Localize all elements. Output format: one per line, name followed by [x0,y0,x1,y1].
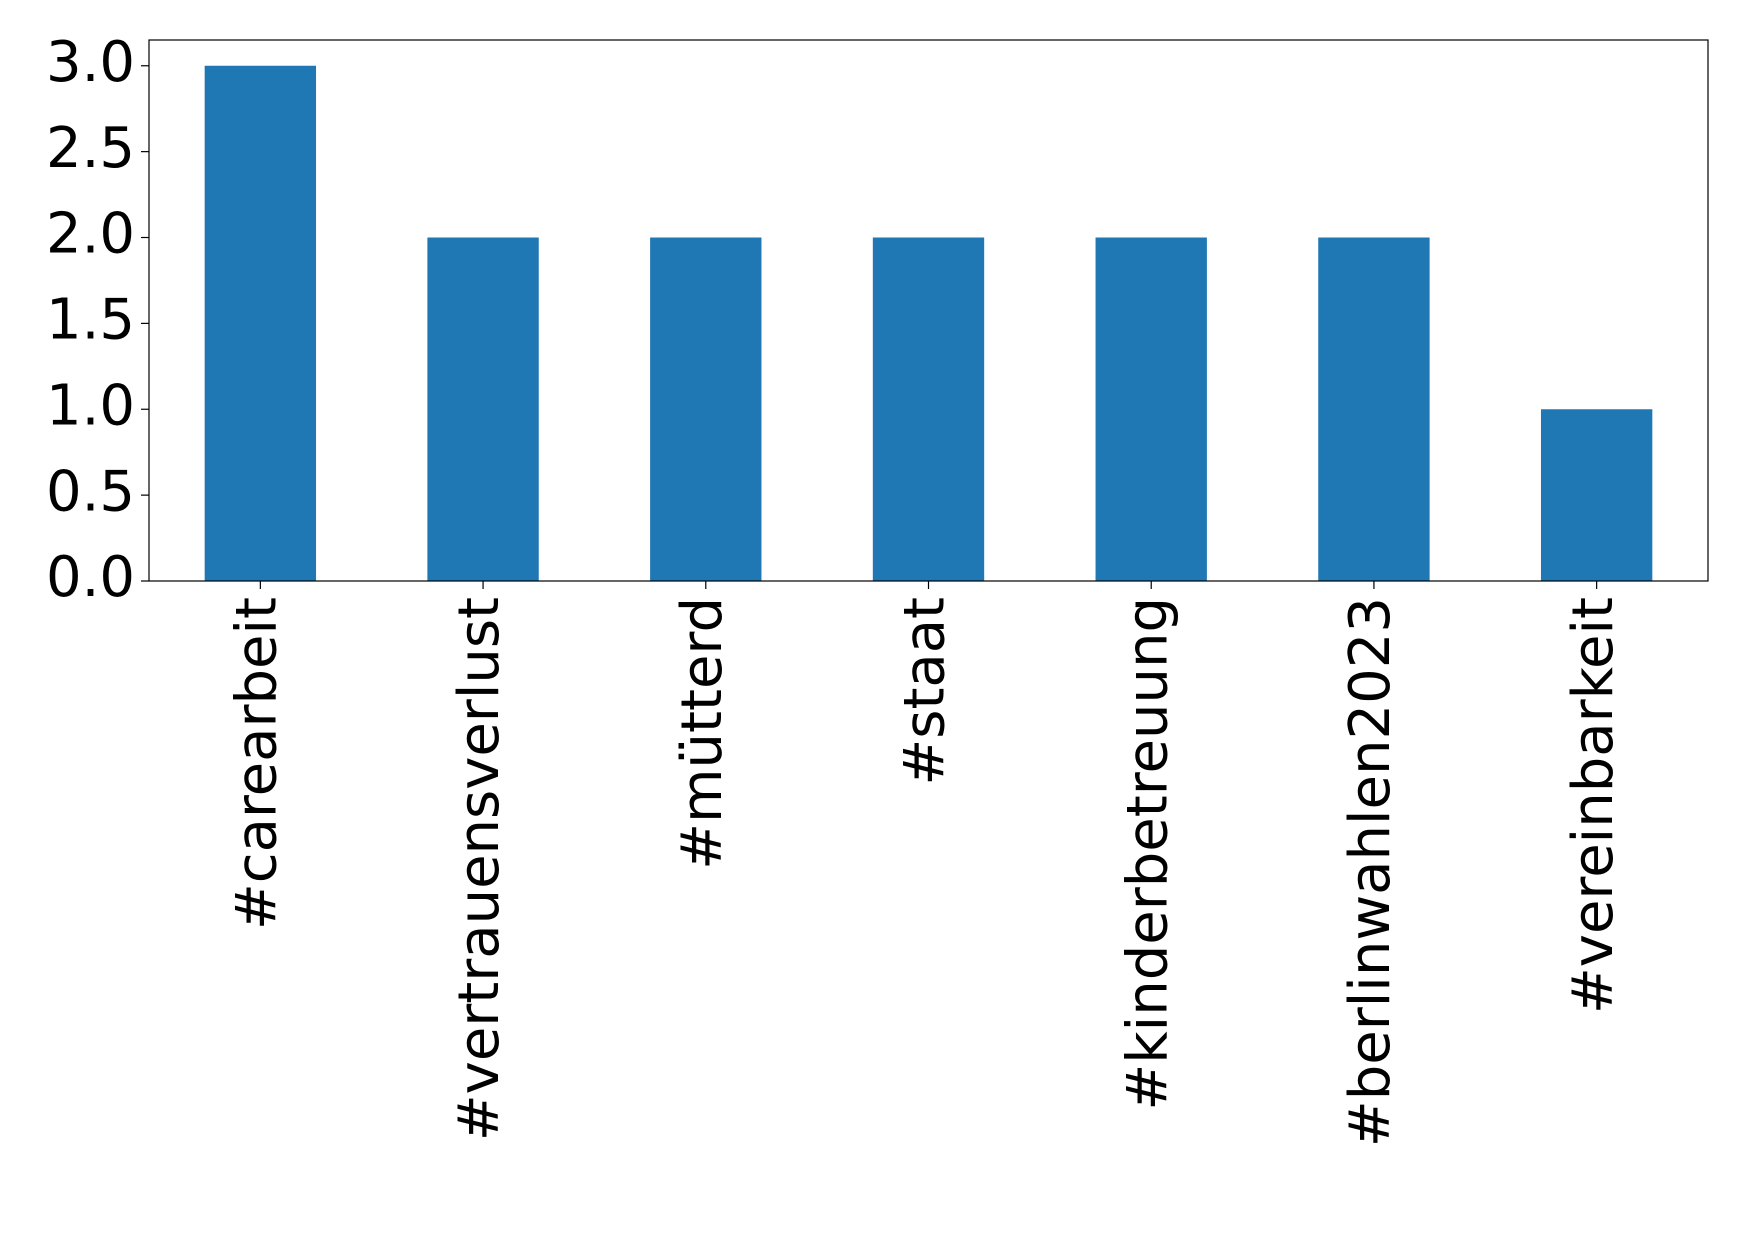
x-tick-label: #vereinbarkeit [1561,597,1626,1014]
y-tick-label: 3.0 [46,30,135,95]
x-tick-label: #vertrauensverlust [447,597,512,1141]
x-tick-label: #kinderbetreuung [1115,597,1180,1111]
y-tick-label: 0.0 [46,545,135,610]
plot-frame [148,39,1709,582]
y-tick-label: 1.0 [46,373,135,438]
x-tick-label: #carearbeit [224,597,289,930]
bar [1318,237,1430,581]
y-tick-label: 2.5 [46,116,135,181]
bar [1540,409,1653,581]
bar [204,65,317,581]
y-tick-label: 2.0 [46,202,135,267]
y-tick-label: 0.5 [46,459,135,524]
y-tick-label: 1.5 [46,288,135,353]
x-tick-label: #mütterd [670,597,735,870]
x-tick-label: #staat [893,597,958,786]
bar [427,237,539,581]
bar [650,237,762,581]
x-tick-label: #berlinwahlen2023 [1338,597,1403,1147]
bar [872,237,985,581]
bar [1095,237,1207,581]
